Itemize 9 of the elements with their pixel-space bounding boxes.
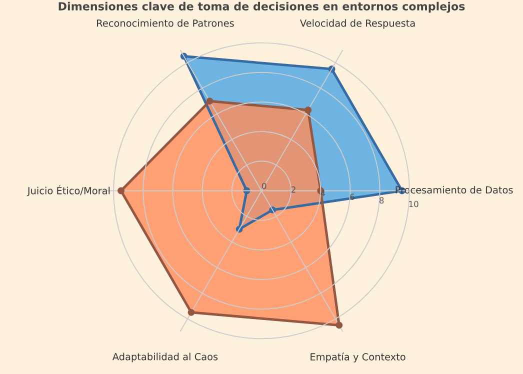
spoke-label: Velocidad de Respuesta: [300, 19, 415, 29]
y-tick-label: 8: [380, 197, 384, 204]
spoke-label: Empatía y Contexto: [310, 352, 406, 362]
y-tick-label: 10: [409, 200, 418, 208]
chart-title: Dimensiones clave de toma de decisiones en entornos complejos: [58, 2, 465, 13]
spoke-label: Adaptabilidad al Caos: [112, 352, 218, 362]
spoke-label: Reconocimiento de Patrones: [97, 19, 234, 27]
spoke-label: Juicio Ético/Moral: [26, 185, 110, 196]
spoke-label: Procesamiento de Datos: [396, 186, 513, 194]
